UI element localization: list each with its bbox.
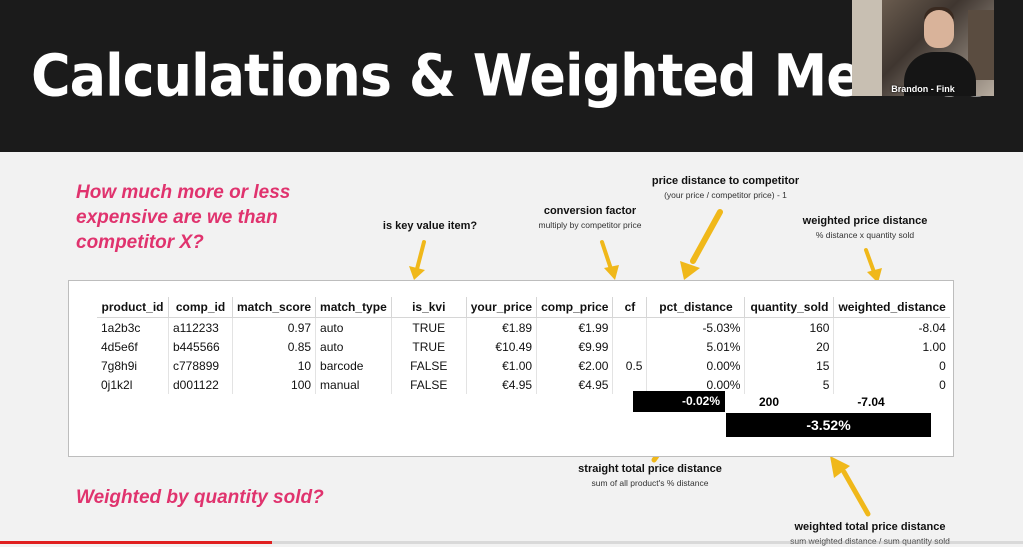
table-row: 7g8h9i c778899 10 barcode FALSE €1.00 €2…	[97, 356, 950, 375]
cell-weighted-distance: 0	[939, 358, 946, 373]
cell-your-price: €10.49	[466, 337, 538, 356]
presenter-webcam: Brandon - Fink	[852, 0, 994, 96]
annotation-price-distance-heading: price distance to competitor	[651, 175, 800, 187]
cell-comp-price: €9.99	[536, 337, 614, 356]
cell-match-score: 100	[232, 375, 317, 394]
annotation-weighted: weighted price distance % distance x qua…	[790, 215, 940, 240]
table-row: 1a2b3c a112233 0.97 auto TRUE €1.89 €1.9…	[97, 317, 950, 337]
webcam-background-wall	[852, 0, 882, 96]
presenter-body	[904, 52, 976, 96]
cell-comp-price: €1.99	[536, 317, 614, 337]
cell-product-id: 4d5e6f	[97, 337, 169, 356]
cell-cf: 0.5	[612, 356, 648, 375]
annotation-kvi: is key value item?	[365, 220, 495, 232]
arrow-price-distance-icon	[680, 209, 723, 280]
header-weighted-distance: weighted_distance	[833, 297, 950, 318]
weighted-total-value: -3.52%	[726, 413, 931, 437]
cell-cf	[612, 375, 648, 394]
header-comp-id: comp_id	[168, 297, 233, 318]
annotation-conversion-sub: multiply by competitor price	[538, 220, 642, 230]
video-progress-bar[interactable]	[0, 541, 273, 544]
cell-match-type: barcode	[315, 356, 392, 375]
annotation-price-distance: price distance to competitor (your price…	[638, 175, 813, 200]
cell-quantity-sold: 15	[744, 356, 835, 375]
question-bottom: Weighted by quantity sold?	[76, 487, 324, 508]
arrow-kvi-icon	[409, 240, 426, 280]
cell-pct-distance: -5.03%	[646, 317, 746, 337]
arrow-weighted-total-icon	[830, 456, 871, 517]
cell-your-price: €1.00	[466, 356, 538, 375]
annotation-weighted-total-sub: sum weighted distance / sum quantity sol…	[790, 536, 950, 546]
cell-product-id: 0j1k2l	[97, 375, 169, 394]
cell-comp-id: c778899	[168, 356, 233, 375]
cell-match-type: manual	[315, 375, 392, 394]
header-comp-price: comp_price	[536, 297, 614, 318]
cell-match-score: 0.85	[232, 337, 317, 356]
annotation-conversion: conversion factor multiply by competitor…	[510, 205, 670, 230]
cell-match-score: 0.97	[232, 317, 317, 337]
slide-title: Calculations & Weighted Metrics	[31, 41, 993, 110]
cell-quantity-sold: 20	[744, 337, 835, 356]
annotation-straight-total-heading: straight total price distance	[578, 463, 722, 475]
cell-is-kvi: FALSE	[391, 375, 467, 394]
cell-quantity-sold: 160	[744, 317, 835, 337]
annotation-kvi-heading: is key value item?	[382, 220, 478, 232]
cell-cf	[612, 317, 648, 337]
annotation-straight-total: straight total price distance sum of all…	[560, 463, 740, 488]
cell-cf	[612, 337, 648, 356]
cell-your-price: €4.95	[466, 375, 538, 394]
table-header-row: product_id comp_id match_score match_typ…	[97, 297, 950, 318]
annotation-straight-total-sub: sum of all product's % distance	[591, 478, 709, 488]
cell-comp-id: b445566	[168, 337, 233, 356]
cell-match-type: auto	[315, 337, 392, 356]
cell-comp-price: €4.95	[536, 375, 614, 394]
header-pct-distance: pct_distance	[646, 297, 746, 318]
cell-comp-price: €2.00	[536, 356, 614, 375]
cell-match-score: 10	[232, 356, 317, 375]
table-row: 4d5e6f b445566 0.85 auto TRUE €10.49 €9.…	[97, 337, 950, 356]
cell-pct-distance: 0.00%	[646, 356, 746, 375]
annotation-weighted-heading: weighted price distance	[802, 215, 928, 227]
quantity-sum-value: 200	[758, 395, 780, 409]
cell-quantity-sold: 5	[744, 375, 835, 394]
cell-weighted-distance: 0	[939, 377, 946, 392]
cell-weighted-distance: -8.04	[918, 320, 946, 335]
question-top: How much more or less expensive are we t…	[76, 182, 291, 253]
header-match-type: match_type	[315, 297, 392, 318]
header-match-score: match_score	[232, 297, 317, 318]
cell-product-id: 1a2b3c	[97, 317, 169, 337]
annotation-weighted-total-heading: weighted total price distance	[794, 521, 946, 533]
cell-pct-distance: 5.01%	[646, 337, 746, 356]
annotation-weighted-sub: % distance x quantity sold	[815, 230, 915, 240]
cell-match-type: auto	[315, 317, 392, 337]
presenter-head	[924, 10, 954, 48]
cell-comp-id: d001122	[168, 375, 233, 394]
table-row: 0j1k2l d001122 100 manual FALSE €4.95 €4…	[97, 375, 950, 394]
header-your-price: your_price	[466, 297, 538, 318]
header-is-kvi: is_kvi	[391, 297, 467, 318]
straight-total-value: -0.02%	[633, 391, 725, 412]
cell-is-kvi: TRUE	[391, 317, 467, 337]
presenter-name: Brandon - Fink	[891, 84, 955, 94]
cell-product-id: 7g8h9i	[97, 356, 169, 375]
arrow-conversion-icon	[600, 240, 619, 280]
cell-weighted-distance: 1.00	[922, 339, 946, 354]
video-progress-track[interactable]	[0, 541, 1023, 544]
cell-comp-id: a112233	[168, 317, 233, 337]
weighted-sum-value: -7.04	[857, 395, 885, 409]
annotation-weighted-total: weighted total price distance sum weight…	[770, 521, 970, 546]
cell-pct-distance: 0.00%	[646, 375, 746, 394]
cell-is-kvi: FALSE	[391, 356, 467, 375]
arrow-weighted-icon	[864, 248, 882, 283]
header-product-id: product_id	[97, 297, 169, 318]
pricing-table: product_id comp_id match_score match_typ…	[97, 297, 950, 394]
annotation-conversion-heading: conversion factor	[543, 205, 637, 217]
header-quantity-sold: quantity_sold	[744, 297, 835, 318]
cell-is-kvi: TRUE	[391, 337, 467, 356]
annotation-price-distance-sub: (your price / competitor price) - 1	[664, 190, 787, 200]
header-cf: cf	[612, 297, 648, 318]
cell-your-price: €1.89	[466, 317, 538, 337]
